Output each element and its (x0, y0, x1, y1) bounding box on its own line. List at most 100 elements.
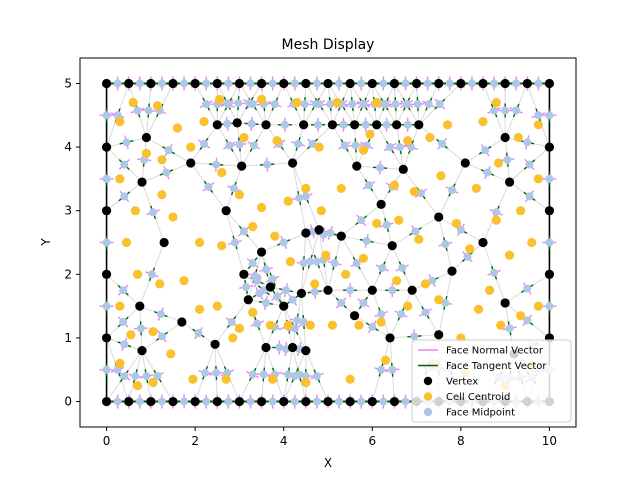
face-midpoint (403, 120, 412, 129)
y-tick-label: 5 (64, 76, 72, 90)
face-midpoint (293, 316, 301, 325)
face-midpoint (312, 79, 321, 88)
vertex (210, 339, 220, 349)
vertex (367, 285, 377, 295)
face-midpoint (180, 397, 189, 406)
x-tick-label: 0 (103, 434, 111, 448)
legend-label: Cell Centroid (446, 392, 510, 403)
cell-centroid (310, 279, 320, 289)
face-midpoint (279, 238, 288, 247)
vertex (101, 333, 112, 343)
face-midpoint (162, 168, 171, 177)
face-midpoint (299, 318, 308, 327)
cell-centroid (115, 174, 125, 184)
face-midpoint (382, 120, 391, 129)
vertex (434, 212, 444, 222)
cell-centroid (268, 374, 278, 384)
face-midpoint (113, 397, 122, 406)
cell-centroid (148, 326, 158, 337)
legend-swatch (423, 407, 433, 417)
face-midpoint (135, 397, 144, 406)
face-midpoint (223, 119, 232, 128)
face-midpoint (523, 284, 532, 293)
vertex (389, 78, 400, 89)
cell-centroid (496, 320, 506, 330)
face-midpoint (308, 139, 317, 148)
cell-centroid (451, 218, 462, 229)
face-midpoint (149, 208, 158, 217)
cell-centroid (434, 295, 444, 305)
cell-centroid (380, 355, 391, 365)
cell-centroid (194, 304, 205, 314)
legend-label: Face Normal Vector (446, 346, 544, 357)
legend: Face Normal Vector Face Tangent Vector Ver… (411, 339, 572, 423)
face-midpoint (204, 182, 213, 191)
face-midpoint (445, 79, 454, 88)
vertex (279, 396, 289, 407)
face-midpoint (229, 184, 238, 193)
legend-label: Vertex (446, 377, 478, 388)
cell-centroid (305, 320, 315, 330)
vertex (279, 78, 289, 89)
cell-centroid (372, 97, 382, 108)
vertex (323, 78, 333, 89)
y-axis-label: Y (39, 238, 53, 247)
cell-centroid (256, 94, 267, 104)
face-midpoint (456, 225, 465, 234)
face-midpoint (377, 365, 386, 374)
cell-centroid (248, 221, 258, 232)
cell-centroid (212, 301, 222, 311)
face-midpoint (411, 227, 420, 236)
face-midpoint (295, 193, 304, 202)
face-midpoint (136, 324, 145, 333)
vertex (301, 346, 311, 356)
face-midpoint (288, 295, 297, 304)
cell-centroid (533, 174, 543, 184)
cell-centroid (221, 374, 231, 384)
face-midpoint (290, 397, 299, 406)
cell-centroid (504, 250, 515, 260)
face-midpoint (379, 79, 388, 88)
cell-centroid (403, 301, 413, 311)
vertex (367, 396, 377, 407)
vertex (301, 228, 311, 238)
legend-swatch (423, 392, 433, 401)
cell-centroid (130, 206, 140, 216)
vertex (323, 285, 333, 295)
face-midpoint (492, 208, 501, 217)
face-midpoint (275, 343, 284, 352)
vertex (239, 269, 249, 279)
cell-centroid (141, 148, 152, 159)
vertex (146, 396, 156, 407)
vertex (500, 78, 510, 89)
cell-centroid (392, 276, 402, 286)
face-midpoint (102, 238, 111, 247)
face-midpoint (263, 160, 272, 169)
face-midpoint (231, 238, 239, 247)
cell-centroid (256, 202, 267, 213)
vertex (212, 78, 222, 89)
face-midpoint (280, 120, 289, 129)
vertex (256, 396, 267, 407)
vertex (385, 333, 395, 343)
face-midpoint (102, 111, 111, 120)
cell-centroid (132, 269, 143, 279)
face-midpoint (295, 345, 304, 354)
face-midpoint (534, 111, 543, 120)
face-midpoint (201, 368, 210, 377)
vertex (137, 177, 147, 187)
face-midpoint (512, 106, 521, 115)
vertex (234, 78, 245, 89)
face-midpoint (301, 192, 310, 201)
x-tick-label: 8 (457, 434, 465, 448)
face-midpoint (314, 120, 323, 129)
face-midpoint (401, 79, 410, 88)
vertex (212, 120, 222, 130)
face-midpoint (120, 340, 129, 349)
vertex (261, 342, 271, 353)
cell-centroid (152, 101, 163, 111)
cell-centroid (471, 183, 481, 194)
face-midpoint (348, 100, 357, 109)
cell-centroid (301, 183, 311, 194)
vertex (500, 132, 510, 143)
